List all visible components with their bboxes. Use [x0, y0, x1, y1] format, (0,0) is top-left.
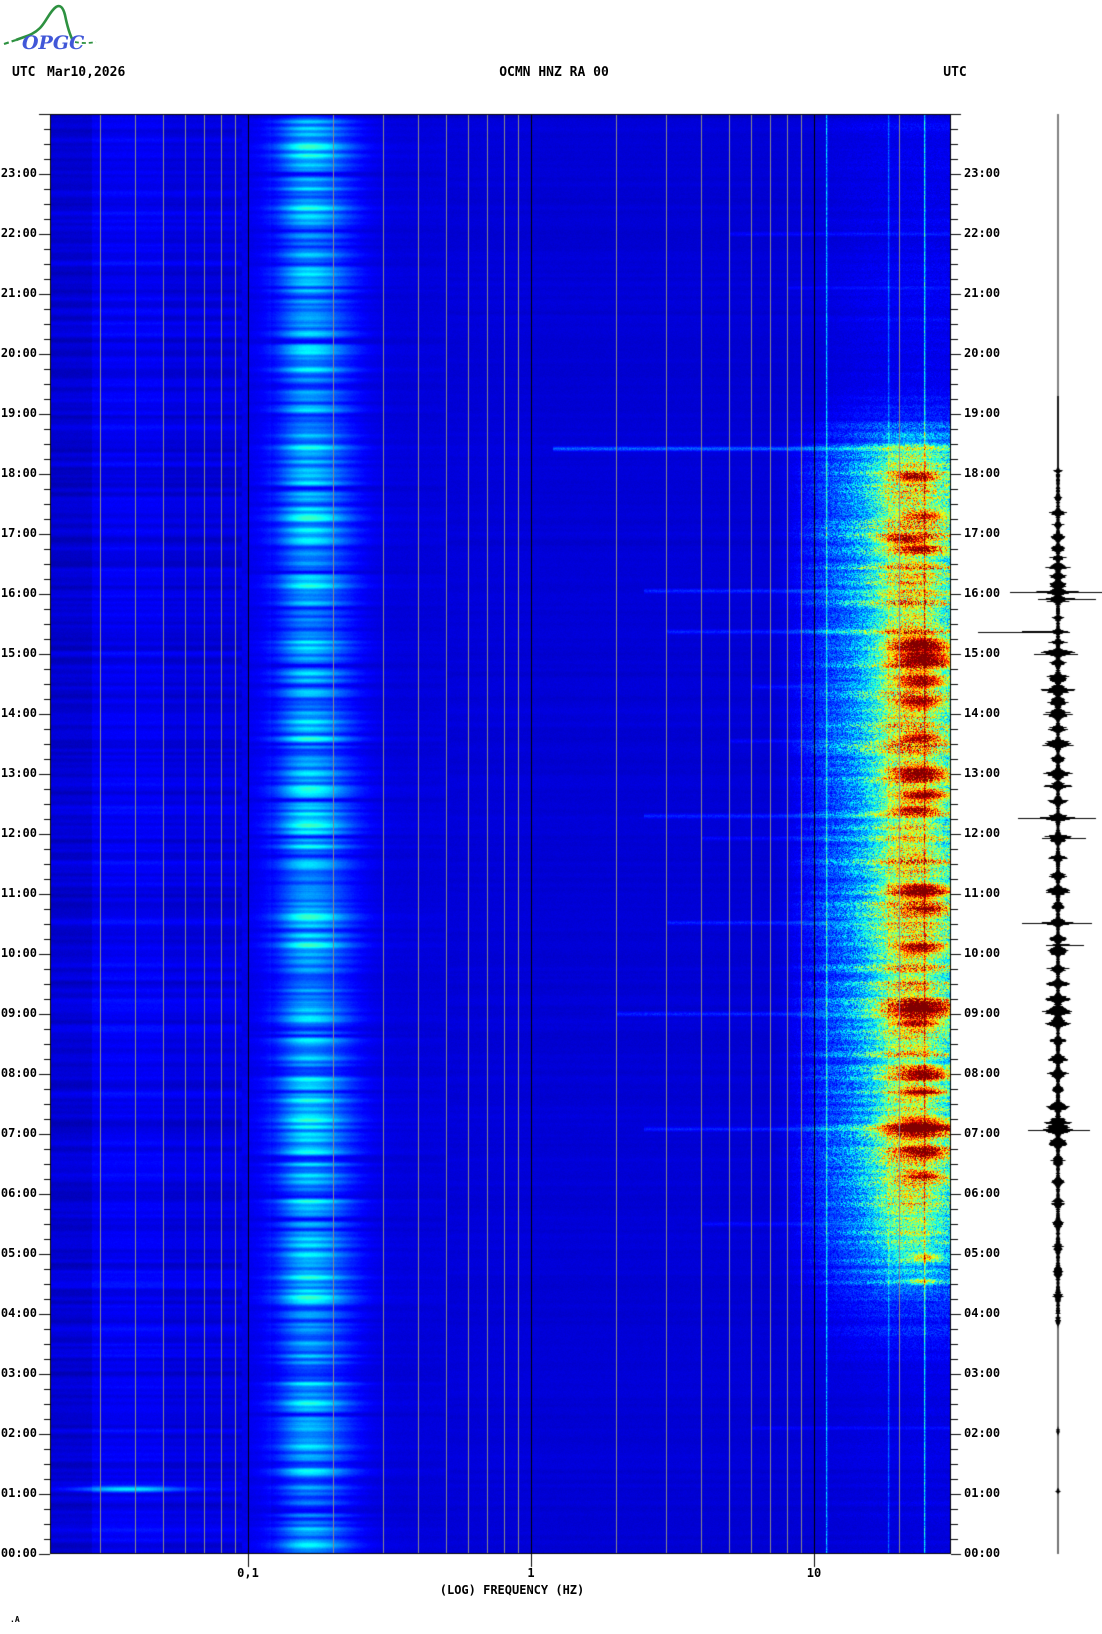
time-label-right: 08:00 — [964, 1066, 1001, 1080]
time-label-left: 00:00 — [0, 1546, 37, 1560]
logo-mountain-profile — [15, 4, 75, 42]
time-label-right: 04:00 — [964, 1306, 1001, 1320]
time-label-right: 23:00 — [964, 166, 1001, 180]
time-label-left: 18:00 — [0, 466, 37, 480]
time-label-left: 14:00 — [0, 706, 37, 720]
time-label-left: 21:00 — [0, 286, 37, 300]
corner-mark: .A — [10, 1615, 20, 1624]
time-label-left: 09:00 — [0, 1006, 37, 1020]
time-label-right: 19:00 — [964, 406, 1001, 420]
time-label-right: 13:00 — [964, 766, 1001, 780]
page-title: OCMN HNZ RA 00 — [499, 65, 609, 80]
time-label-left: 08:00 — [0, 1066, 37, 1080]
time-label-left: 04:00 — [0, 1306, 37, 1320]
date-label: Mar10,2026 — [47, 65, 126, 80]
logo-text: OPGC — [22, 32, 84, 54]
x-axis-title: (LOG) FREQUENCY (HZ) — [439, 1583, 585, 1597]
time-label-right: 03:00 — [964, 1366, 1001, 1380]
time-label-left: 02:00 — [0, 1426, 37, 1440]
time-label-right: 01:00 — [964, 1486, 1001, 1500]
freq-tick-label: 10 — [806, 1566, 822, 1580]
time-label-right: 18:00 — [964, 466, 1001, 480]
utc-label-left: UTC — [12, 65, 36, 80]
utc-label-right: UTC — [943, 65, 967, 80]
time-label-left: 16:00 — [0, 586, 37, 600]
time-label-right: 10:00 — [964, 946, 1001, 960]
logo-mountain-dash-right — [74, 41, 97, 44]
time-label-left: 22:00 — [0, 226, 37, 240]
time-label-left: 15:00 — [0, 646, 37, 660]
time-label-right: 09:00 — [964, 1006, 1001, 1020]
time-label-left: 11:00 — [0, 886, 37, 900]
time-label-right: 06:00 — [964, 1186, 1001, 1200]
time-label-right: 02:00 — [964, 1426, 1001, 1440]
freq-tick-label: 0,1 — [237, 1566, 259, 1580]
time-label-left: 19:00 — [0, 406, 37, 420]
time-label-right: 20:00 — [964, 346, 1001, 360]
time-label-left: 06:00 — [0, 1186, 37, 1200]
time-label-left: 07:00 — [0, 1126, 37, 1140]
logo-mountain-dash-left — [3, 38, 17, 46]
time-label-left: 05:00 — [0, 1246, 37, 1260]
time-label-right: 11:00 — [964, 886, 1001, 900]
time-label-left: 13:00 — [0, 766, 37, 780]
time-label-right: 16:00 — [964, 586, 1001, 600]
time-label-left: 01:00 — [0, 1486, 37, 1500]
time-label-right: 17:00 — [964, 526, 1001, 540]
freq-tick-label: 1 — [527, 1566, 535, 1580]
time-label-right: 14:00 — [964, 706, 1001, 720]
time-label-right: 07:00 — [964, 1126, 1001, 1140]
time-label-right: 00:00 — [964, 1546, 1001, 1560]
time-label-left: 12:00 — [0, 826, 37, 840]
time-label-left: 10:00 — [0, 946, 37, 960]
time-label-right: 21:00 — [964, 286, 1001, 300]
time-label-left: 23:00 — [0, 166, 37, 180]
time-label-left: 20:00 — [0, 346, 37, 360]
opgc-logo: OPGC — [3, 4, 97, 54]
time-label-right: 05:00 — [964, 1246, 1001, 1260]
time-label-left: 17:00 — [0, 526, 37, 540]
time-label-right: 15:00 — [964, 646, 1001, 660]
time-label-left: 03:00 — [0, 1366, 37, 1380]
time-label-right: 12:00 — [964, 826, 1001, 840]
time-label-right: 22:00 — [964, 226, 1001, 240]
